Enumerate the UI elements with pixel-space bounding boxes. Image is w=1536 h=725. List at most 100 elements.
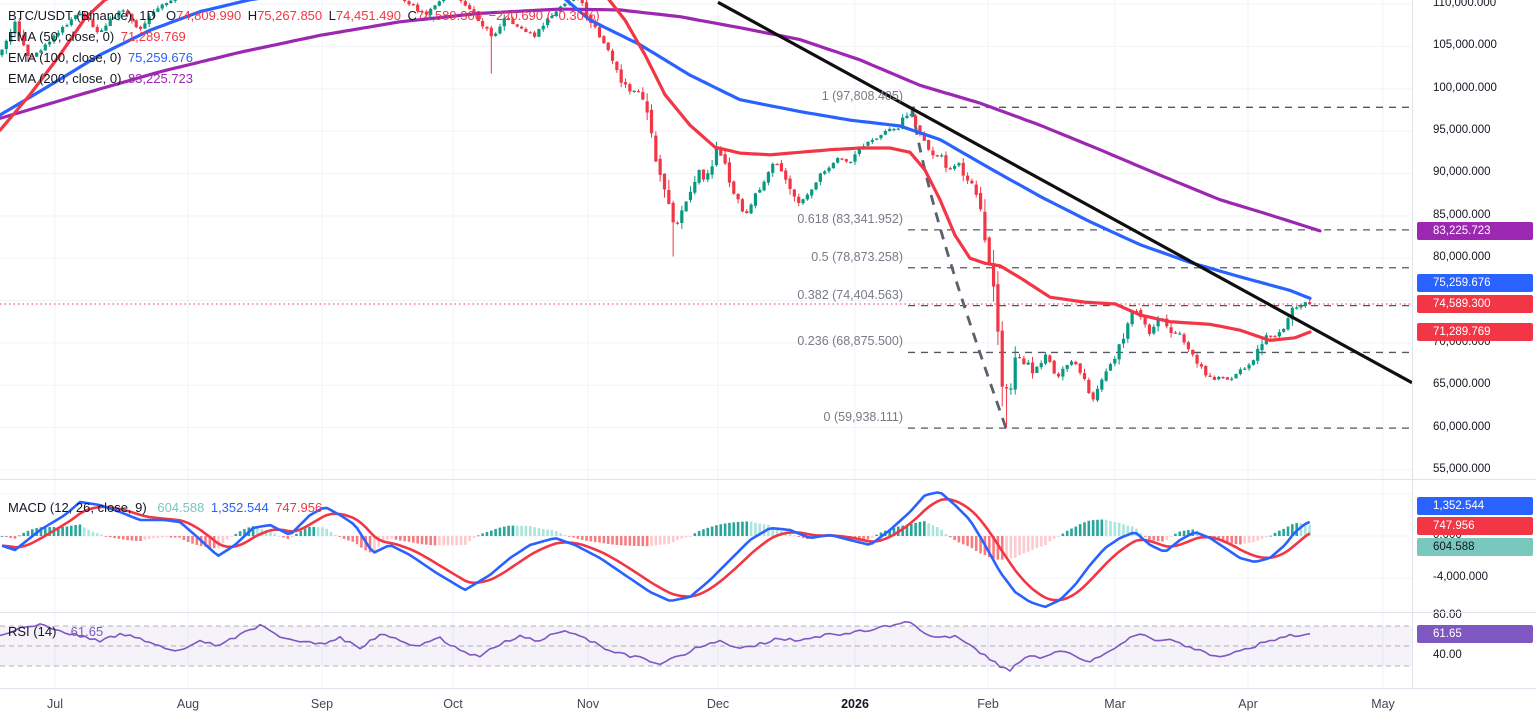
macd-histogram-bar <box>1070 528 1073 536</box>
macd-histogram-bar <box>515 525 519 536</box>
candle-body <box>9 32 13 42</box>
macd-histogram-bar <box>347 536 350 541</box>
candle-body <box>1065 365 1069 369</box>
macd-histogram-bar <box>935 527 939 536</box>
candle-body <box>758 189 762 193</box>
macd-histogram-bar <box>386 536 389 540</box>
macd-histogram-bar <box>191 536 194 544</box>
fib-level-label[interactable]: 1 (97,808.405) <box>821 89 903 104</box>
macd-histogram-bar <box>793 535 796 537</box>
candle-body <box>156 8 160 12</box>
macd-histogram-bar <box>18 535 21 537</box>
macd-histogram-bar <box>1230 536 1234 544</box>
macd-histogram-bar <box>940 529 943 536</box>
rsi-badge: 61.65 <box>1417 625 1533 644</box>
candle-body <box>1208 375 1212 377</box>
candle-body <box>1303 302 1307 306</box>
candle-body <box>1082 373 1087 379</box>
candle-body <box>753 193 758 206</box>
candle-body <box>13 21 17 34</box>
candle-body <box>645 101 649 113</box>
macd-signal-line <box>1 497 1311 602</box>
macd-histogram-bar <box>987 536 991 558</box>
candle-body <box>888 128 892 132</box>
fib-level-label[interactable]: 0 (59,938.111) <box>823 410 903 425</box>
macd-histogram-bar <box>355 536 359 545</box>
macd-histogram-bar <box>507 525 510 536</box>
candle-body <box>169 0 173 4</box>
price-pane[interactable] <box>0 0 1412 429</box>
fib-level-label[interactable]: 0.5 (78,873.258) <box>811 249 903 264</box>
candle-body <box>1056 373 1061 377</box>
macd-histogram-bar <box>589 536 593 542</box>
macd-badge: 747.956 <box>1417 517 1533 536</box>
macd-histogram-bar <box>31 529 34 536</box>
candle-body <box>883 131 887 135</box>
macd-histogram-bar <box>866 536 870 540</box>
macd-histogram-bar <box>78 524 82 536</box>
candle-body <box>1295 307 1299 309</box>
macd-histogram-bar <box>160 536 164 538</box>
macd-histogram-bar <box>403 536 406 542</box>
candle-body <box>61 26 65 33</box>
macd-histogram-bar <box>1182 530 1186 536</box>
macd-histogram-bar <box>1005 536 1008 559</box>
candle-body <box>1178 333 1182 335</box>
fib-level-label[interactable]: 0.618 (83,341.952) <box>797 211 903 226</box>
macd-histogram-bar <box>537 528 541 536</box>
macd-histogram-bar <box>996 536 1000 560</box>
candle-body <box>1182 334 1186 343</box>
price-axis-tick: 110,000.000 <box>1433 0 1497 9</box>
macd-histogram-bar <box>446 536 450 546</box>
macd-line <box>1 491 1311 609</box>
macd-histogram-bar <box>957 536 961 543</box>
macd-histogram-bar <box>225 536 229 540</box>
fib-level-label[interactable]: 0.382 (74,404.563) <box>797 287 903 302</box>
macd-pane[interactable] <box>0 491 1311 609</box>
macd-histogram-bar <box>1226 536 1229 543</box>
time-axis-label: May <box>1371 697 1395 711</box>
candle-body <box>991 263 996 287</box>
macd-histogram-bar <box>173 536 177 538</box>
macd-histogram-bar <box>602 536 606 544</box>
macd-histogram-bar <box>243 529 246 536</box>
macd-histogram-bar <box>693 533 697 536</box>
candle-body <box>502 18 506 27</box>
candle-body <box>134 20 138 28</box>
macd-histogram-bar <box>360 536 363 548</box>
macd-histogram-bar <box>520 525 523 536</box>
candle-body <box>1022 358 1026 365</box>
macd-histogram-bar <box>1143 536 1147 537</box>
price-axis-tick: 80,000.000 <box>1433 251 1491 264</box>
price-axis-tick: 105,000.000 <box>1433 39 1497 52</box>
macd-histogram-bar <box>671 536 675 543</box>
fib-level-label[interactable]: 0.236 (68,875.500) <box>797 334 903 349</box>
macd-histogram-bar <box>325 528 329 536</box>
candle-body <box>26 44 30 57</box>
macd-histogram-bar <box>308 526 311 536</box>
macd-histogram-bar <box>719 524 723 536</box>
macd-histogram-bar <box>273 533 277 536</box>
macd-histogram-bar <box>1018 536 1021 556</box>
pane-separator[interactable] <box>0 612 1536 613</box>
candle-body <box>762 181 766 191</box>
macd-histogram-bar <box>468 536 471 541</box>
macd-histogram-bar <box>1304 523 1307 536</box>
price-axis[interactable]: 110,000.000 105,000.000 100,000.000 95,000.… <box>1412 0 1536 688</box>
macd-histogram-bar <box>710 526 714 536</box>
macd-histogram-bar <box>178 536 181 538</box>
macd-histogram-bar <box>126 536 129 541</box>
time-axis[interactable]: Jul Aug Sep Oct Nov Dec 2026 Feb Mar Apr May <box>0 689 1536 725</box>
candle-body <box>416 4 420 12</box>
candle-body <box>779 163 783 172</box>
candle-body <box>1013 357 1017 390</box>
candle-body <box>1004 387 1009 389</box>
pane-separator[interactable] <box>0 479 1536 480</box>
price-badge: 71,289.769 <box>1417 322 1533 341</box>
macd-histogram-bar <box>1065 530 1069 536</box>
price-axis-tick: 60,000.000 <box>1433 420 1491 433</box>
macd-histogram-bar <box>0 536 4 537</box>
candle-body <box>437 1 441 6</box>
candle-body <box>164 3 169 6</box>
